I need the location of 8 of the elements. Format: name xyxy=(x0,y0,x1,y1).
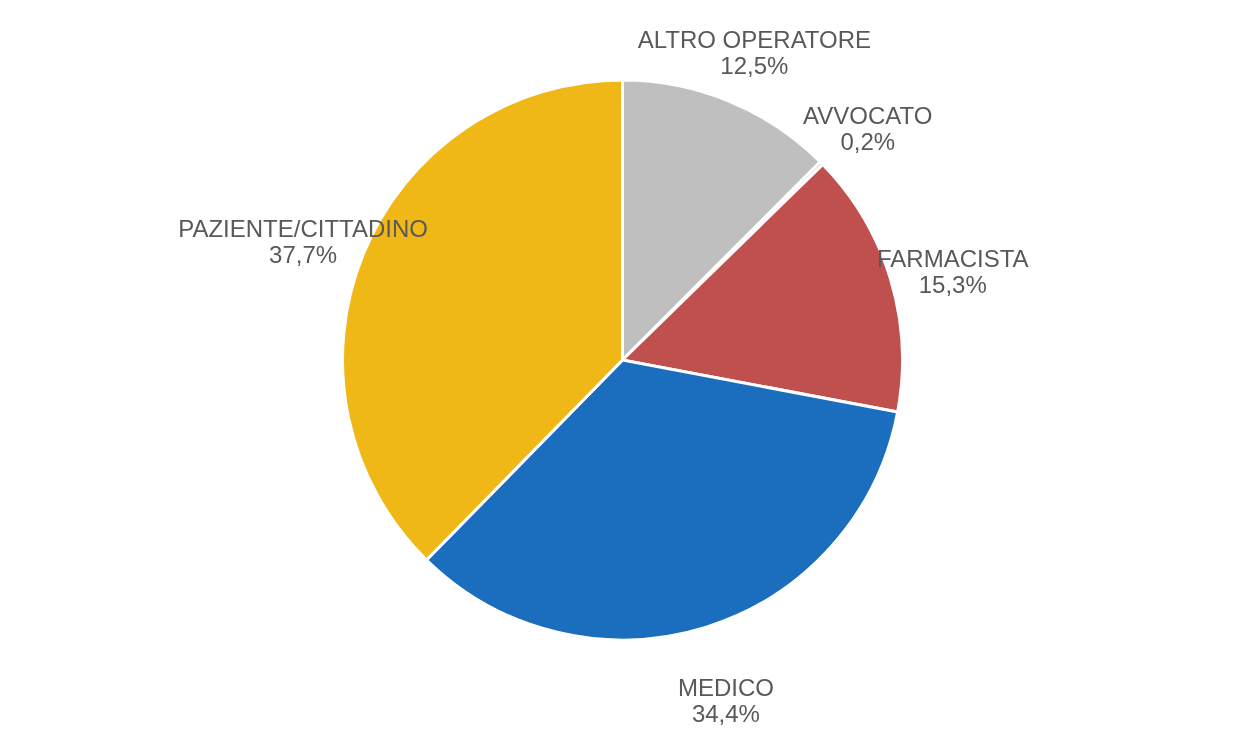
slice-label: AVVOCATO xyxy=(803,102,933,130)
slice-label: ALTRO OPERATORE xyxy=(637,26,872,54)
data-label: 12,5% xyxy=(720,52,789,80)
data-label: 37,7% xyxy=(269,240,338,268)
data-label: 0,2% xyxy=(840,128,896,156)
slice-label: MEDICO xyxy=(677,674,774,702)
data-label: 34,4% xyxy=(691,700,760,728)
data-label: 15,3% xyxy=(918,271,987,299)
